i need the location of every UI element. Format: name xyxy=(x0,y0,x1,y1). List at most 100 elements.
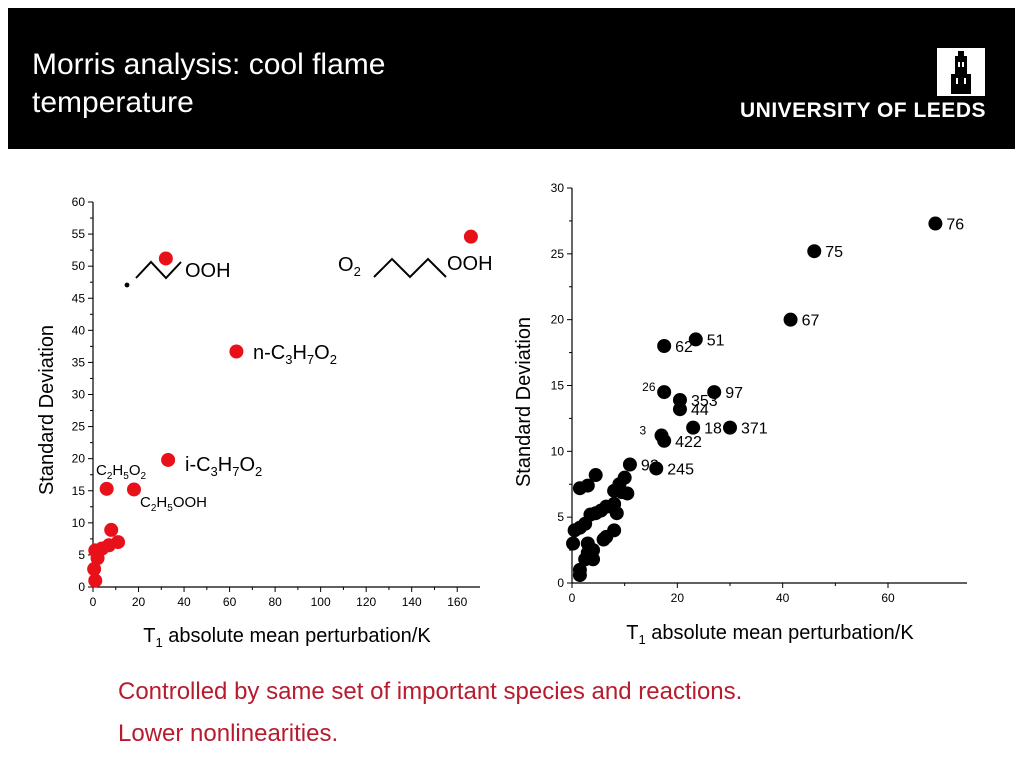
right-chart-data-point xyxy=(607,523,622,538)
right-chart-axes: 0 20 40 60 0 5 10 15 20 25 30 xyxy=(551,181,967,605)
left-chart-y-tick-label: 30 xyxy=(72,388,86,402)
right-chart-point-label: 62 xyxy=(675,339,693,356)
right-chart-data-point xyxy=(567,523,582,538)
right-chart-data-point xyxy=(688,332,703,347)
right-chart-point-label: 3 xyxy=(640,424,647,438)
right-chart-x-tick-label: 20 xyxy=(671,591,685,605)
right-chart-y-tick-label: 25 xyxy=(551,247,565,261)
left-chart-y-tick-label: 10 xyxy=(72,516,86,530)
left-chart-y-tick-label: 20 xyxy=(72,452,86,466)
left-chart-data-point xyxy=(87,562,102,577)
right-chart-data-point xyxy=(620,486,635,501)
propylperoxy-structure-right xyxy=(373,257,447,279)
right-chart-data-point xyxy=(783,312,798,327)
left-chart-y-tick-label: 0 xyxy=(78,580,85,594)
right-chart-data-point xyxy=(723,420,737,435)
right-chart-data-point xyxy=(649,461,664,476)
right-chart-data-point xyxy=(572,481,587,496)
right-chart-y-tick-label: 5 xyxy=(557,510,564,524)
right-chart-y-tick-label: 30 xyxy=(551,181,565,195)
left-chart-data-point xyxy=(99,481,114,496)
annotation-c2h5o2: C2H5O2 xyxy=(96,462,146,482)
right-chart-point-label: 371 xyxy=(741,421,768,438)
right-y-axis-title: Standard Deviation xyxy=(513,317,535,487)
note-line-1: Controlled by same set of important spec… xyxy=(118,678,743,705)
right-chart-point-label: 76 xyxy=(946,217,964,234)
right-chart-point-label: 26 xyxy=(642,380,656,394)
right-chart-data-point xyxy=(609,506,624,521)
right-chart-x-tick-label: 0 xyxy=(569,591,576,605)
left-chart-data-point xyxy=(126,482,141,497)
right-chart-data-point xyxy=(928,216,943,231)
left-chart-y-tick-label: 55 xyxy=(72,227,86,241)
right-chart-data-point xyxy=(686,420,701,435)
right-chart-data-point xyxy=(566,536,581,551)
right-chart-point-label: 245 xyxy=(667,461,694,478)
left-chart-data-point xyxy=(229,344,244,359)
left-chart-y-tick-label: 25 xyxy=(72,420,86,434)
right-chart-point-label: 75 xyxy=(825,244,843,261)
right-chart-data-point xyxy=(657,433,672,448)
propylperoxy-structure-left xyxy=(124,260,182,288)
left-y-axis-title: Standard Deviation xyxy=(36,325,58,495)
annotation-c2h5ooh: C2H5OOH xyxy=(140,494,207,514)
right-x-axis-title: T1 absolute mean perturbation/K xyxy=(626,622,914,647)
left-chart-x-tick-label: 100 xyxy=(311,595,331,609)
right-chart-point-label: 422 xyxy=(675,434,702,451)
right-chart-y-tick-label: 15 xyxy=(551,379,565,393)
right-chart-point-label: 44 xyxy=(691,402,709,419)
left-chart-y-tick-label: 50 xyxy=(72,259,86,273)
right-chart-data-point xyxy=(672,402,687,417)
right-chart-data-point xyxy=(588,468,603,483)
right-chart-point-label: 18 xyxy=(704,421,722,438)
right-chart-data-point xyxy=(622,457,637,472)
left-x-axis-title: T1 absolute mean perturbation/K xyxy=(143,625,431,650)
left-chart-y-tick-label: 40 xyxy=(72,323,86,337)
left-chart-x-tick-label: 120 xyxy=(356,595,376,609)
left-chart-points xyxy=(87,229,478,588)
left-chart-y-tick-label: 35 xyxy=(72,355,86,369)
right-chart-point-label: 51 xyxy=(707,332,725,349)
left-chart-y-tick-label: 5 xyxy=(78,548,85,562)
left-chart-data-point xyxy=(88,573,103,588)
left-chart-x-tick-label: 80 xyxy=(268,595,282,609)
right-chart-data-point xyxy=(572,568,587,583)
university-name: UNIVERSITY OF LEEDS xyxy=(740,99,986,122)
left-chart-x-tick-label: 40 xyxy=(177,595,191,609)
university-tower-logo-icon xyxy=(937,48,985,96)
right-chart-data-point xyxy=(657,339,672,353)
right-chart-point-label: 67 xyxy=(802,313,820,330)
right-chart-data-point xyxy=(657,385,672,400)
left-chart-x-tick-label: 0 xyxy=(90,595,97,609)
annotation-ooh-1: OOH xyxy=(185,260,231,282)
right-chart-y-tick-label: 0 xyxy=(557,576,564,590)
left-chart-data-point xyxy=(463,229,478,244)
right-chart-x-tick-label: 60 xyxy=(881,591,895,605)
note-line-2: Lower nonlinearities. xyxy=(118,720,339,747)
annotation-o2: O2 xyxy=(338,254,361,279)
slide-title: Morris analysis: cool flame temperature xyxy=(32,48,386,119)
right-chart-data-point xyxy=(578,552,593,567)
annotation-n-c3h7o2: n-C3H7O2 xyxy=(253,342,337,367)
left-chart-y-tick-label: 15 xyxy=(72,484,86,498)
right-chart-y-tick-label: 20 xyxy=(551,313,565,327)
left-chart-axes: 0 20 40 60 80 100 120 140 160 0 5 10 15 20 25 30 35 40 45 5… xyxy=(72,195,480,609)
left-chart-data-point xyxy=(88,543,103,558)
left-chart-x-tick-label: 160 xyxy=(447,595,467,609)
left-chart-data-point xyxy=(104,522,119,537)
left-chart-x-tick-label: 20 xyxy=(132,595,146,609)
right-chart-x-tick-label: 40 xyxy=(776,591,790,605)
left-chart-x-tick-label: 140 xyxy=(402,595,422,609)
left-chart-y-tick-label: 45 xyxy=(72,291,86,305)
annotation-ooh-2: OOH xyxy=(447,253,493,275)
right-chart-y-tick-label: 10 xyxy=(551,444,565,458)
left-chart-x-tick-label: 60 xyxy=(223,595,237,609)
right-chart-point-label: 92 xyxy=(641,458,659,475)
left-chart-y-tick-label: 60 xyxy=(72,195,86,209)
header-bar xyxy=(8,8,1015,149)
right-chart-point-label: 97 xyxy=(725,385,743,402)
right-chart-data-point xyxy=(596,532,611,547)
